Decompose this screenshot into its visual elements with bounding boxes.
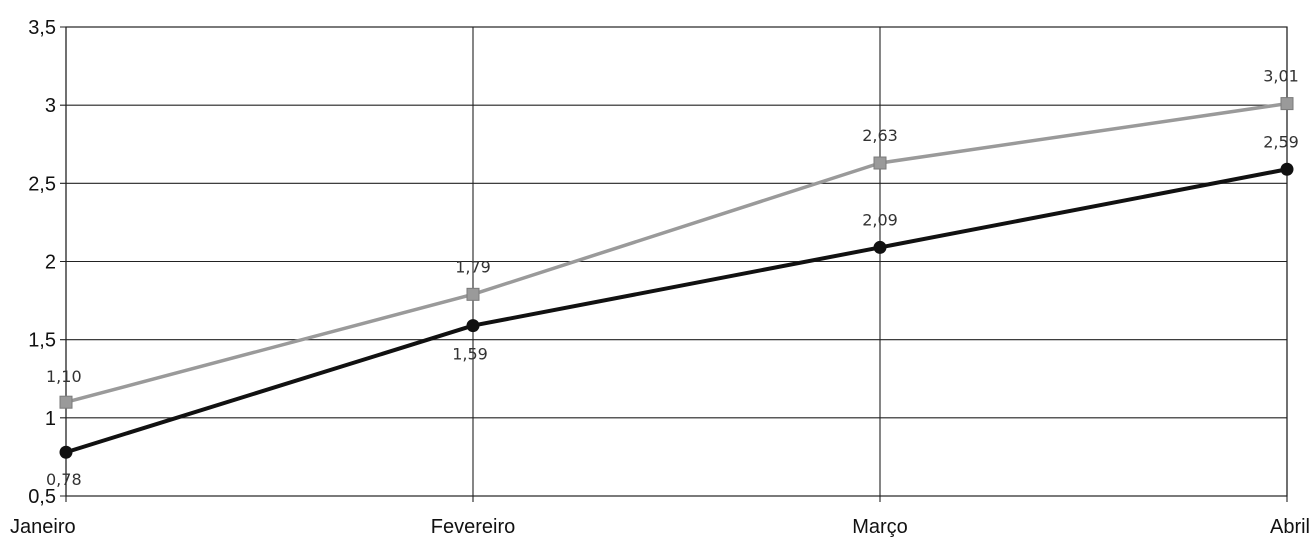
series-line-0 [65,101,1288,404]
data-point-square [1280,97,1294,111]
y-tick-label: 3,5 [28,17,56,39]
data-point-square [873,156,887,170]
y-tick-label: 1 [45,408,56,430]
data-point-square [466,287,480,301]
grid [60,26,1288,502]
data-label: 3,01 [1263,67,1299,86]
x-tick-label: Março [852,516,908,538]
y-tick-label: 2,5 [28,173,56,195]
data-label: 1,10 [46,367,82,386]
series-line-1 [65,167,1288,455]
y-tick-label: 2 [45,252,56,274]
data-point-circle [59,445,73,459]
x-axis-ticks: Janeiro Fevereiro Março Abril [10,516,1310,538]
x-tick-label: Abril [1270,516,1310,538]
data-point-square [59,395,73,409]
data-labels: 1,10 1,79 2,63 3,01 0,78 1,59 2,09 2,59 [46,67,1299,490]
data-label: 1,59 [452,345,488,364]
x-tick-label: Janeiro [10,516,76,538]
y-tick-label: 0,5 [28,486,56,508]
data-point-circle [466,319,480,333]
y-tick-label: 1,5 [28,330,56,352]
data-label: 1,79 [455,257,491,276]
y-tick-label: 3 [45,95,56,117]
data-label: 2,59 [1263,132,1299,151]
y-axis-ticks: 0,5 1 1,5 2 2,5 3 3,5 [28,17,56,508]
data-point-circle [1280,162,1294,176]
x-tick-label: Fevereiro [431,516,515,538]
data-label: 2,09 [862,210,898,229]
data-label: 2,63 [862,126,898,145]
series-layer [59,97,1294,459]
data-label: 0,78 [46,470,82,489]
data-point-circle [873,240,887,254]
